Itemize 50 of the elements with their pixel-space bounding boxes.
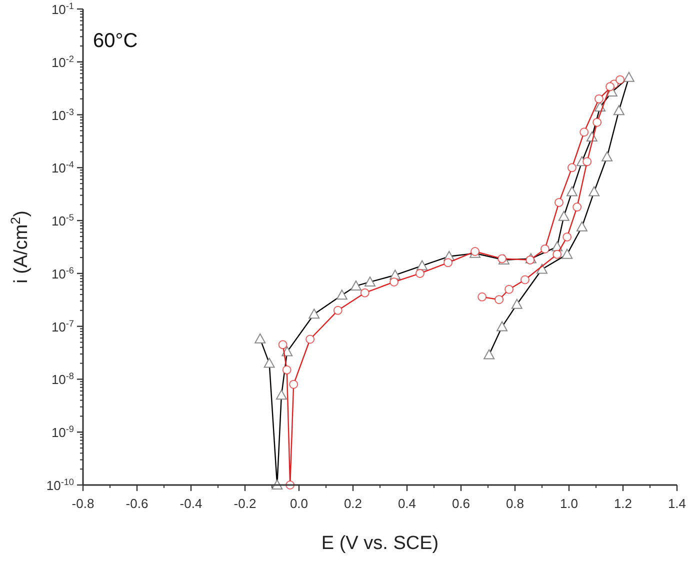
y-tick-label: 10$^{-3}$ [51,106,74,123]
x-tick-label: 0.4 [398,496,416,511]
point [540,244,550,254]
annotation: 60°C [93,30,138,52]
x-tick-label: 1.2 [614,496,632,511]
x-tick-label: 1.0 [560,496,578,511]
point [282,365,292,374]
point [504,284,514,294]
point [333,306,342,315]
x-tick-label: -0.6 [126,496,148,511]
y-tick-label: 10$^{-8}$ [51,371,74,388]
x-axis-title: E (V vs. SCE) [321,533,439,554]
y-tick-label: 10$^{-10}$ [46,477,74,493]
point [562,232,572,242]
x-tick-label: 0.0 [290,496,308,511]
point [582,157,592,166]
x-tick-label: 0.6 [452,496,470,511]
point [552,250,562,259]
y-tick-label: 10$^{-6}$ [51,265,74,282]
point [606,82,615,92]
x-tick-label: -0.2 [234,496,256,511]
point [572,202,582,212]
point [478,292,487,302]
point [278,340,288,350]
x-tick-label: -0.4 [180,496,202,511]
y-tick-label: 10$^{-1}$ [51,1,74,17]
x-tick-label: -0.8 [72,496,94,511]
y-tick-label: 10$^{-2}$ [51,54,74,70]
point [592,118,602,127]
point [494,295,504,304]
point [580,128,589,137]
x-tick-label: 1.4 [668,496,686,511]
point [289,380,298,389]
point [306,334,315,344]
point [520,275,530,284]
point [594,94,604,104]
x-tick-label: 0.8 [506,496,524,511]
y-tick-label: 10$^{-4}$ [51,160,74,176]
point [498,254,507,264]
y-tick-label: 10$^{-9}$ [51,424,74,440]
point [616,75,625,84]
point [390,277,399,286]
point [554,198,564,207]
point [360,288,370,298]
point [567,163,576,172]
x-tick-label: 0.2 [344,496,362,511]
y-tick-label: 10$^{-7}$ [51,318,74,334]
y-tick-label: 10$^{-5}$ [51,212,74,229]
point [444,258,453,268]
point [415,268,424,278]
